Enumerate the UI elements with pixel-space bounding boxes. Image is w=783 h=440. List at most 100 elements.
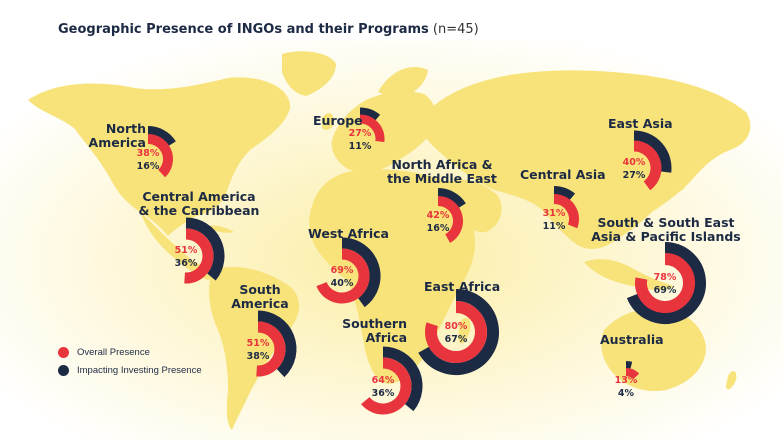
label-southern-africa-line1: Southern (342, 316, 407, 331)
label-central-asia: Central Asia (520, 168, 606, 182)
label-australia: Australia (600, 333, 664, 347)
legend-swatch-overall (58, 346, 69, 358)
label-southern-africa: Southern Africa (342, 317, 407, 345)
label-south-america-line1: South (239, 282, 281, 297)
impact-arc-west-africa (341, 237, 381, 308)
impact-value-southern-africa: 36% (372, 388, 395, 399)
overall-value-australia: 13% (615, 375, 638, 386)
greenland-landmass (282, 51, 336, 96)
asia-landmass (420, 70, 751, 249)
overall-arc-north-america (147, 134, 173, 178)
overall-arc-central-asia (553, 194, 579, 229)
impact-arc-central-asia (553, 186, 576, 202)
impact-value-australia: 4% (618, 388, 635, 399)
south-america-landmass (209, 266, 300, 430)
impact-value-south-america: 38% (247, 351, 270, 362)
impact-arc-east-asia (633, 130, 672, 173)
label-east-africa-line1: East Africa (424, 279, 501, 294)
overall-value-north-america: 38% (137, 148, 160, 159)
label-europe: Europe (313, 114, 363, 128)
impact-arc-australia (625, 361, 633, 370)
label-southern-africa-line2: Africa (365, 330, 407, 345)
label-central-america: Central America & the Carribbean (130, 190, 268, 218)
overall-value-east-africa: 80% (445, 321, 468, 332)
label-north-africa: North Africa & the Middle East (382, 158, 502, 186)
impact-value-east-africa: 67% (445, 334, 468, 345)
radial-chart-central-asia: 31%11% (543, 186, 579, 232)
overall-value-east-asia: 40% (623, 157, 646, 168)
label-south-asia: South & South East Asia & Pacific Island… (588, 216, 744, 244)
chart-title: Geographic Presence of INGOs and their P… (58, 22, 479, 37)
overall-arc-east-africa (425, 301, 487, 363)
overall-arc-east-asia (633, 140, 662, 191)
overall-arc-west-africa (316, 248, 370, 304)
impact-value-south-asia: 69% (654, 285, 677, 296)
radial-chart-south-asia: 78%69% (626, 242, 706, 324)
label-central-asia-line1: Central Asia (520, 167, 606, 182)
label-central-america-line1: Central America (142, 189, 256, 204)
label-south-america: South America (230, 283, 290, 311)
radial-chart-west-africa: 69%40% (316, 237, 381, 308)
label-south-asia-line2: Asia & Pacific Islands (591, 229, 741, 244)
impact-value-west-africa: 40% (331, 278, 354, 289)
impact-arc-southern-africa (382, 346, 423, 412)
radial-chart-australia: 13%4% (615, 361, 640, 399)
legend-label-overall: Overall Presence (77, 346, 150, 358)
caribbean-islands (206, 225, 234, 233)
label-europe-line1: Europe (313, 113, 363, 128)
chart-title-main: Geographic Presence of INGOs and their P… (58, 22, 429, 37)
overall-value-north-africa: 42% (427, 210, 450, 221)
overall-value-southern-africa: 64% (372, 375, 395, 386)
japan-landmass (674, 163, 691, 192)
impact-arc-europe (359, 107, 381, 122)
overall-value-south-asia: 78% (654, 272, 677, 283)
impact-arc-south-america (257, 310, 297, 378)
legend-label-impact: Impacting Investing Presence (77, 364, 202, 376)
radial-chart-southern-africa: 64%36% (361, 346, 423, 415)
legend-swatch-impact (58, 364, 69, 376)
north-america-landmass (28, 77, 291, 236)
label-east-asia: East Asia (608, 117, 673, 131)
europe-landmass (331, 91, 437, 172)
impact-arc-east-africa (418, 289, 499, 375)
radial-chart-east-africa: 80%67% (418, 289, 499, 375)
madagascar-landmass (458, 317, 471, 344)
label-north-africa-line1: North Africa & (391, 157, 493, 172)
central-america-landmass (140, 212, 212, 280)
impact-value-central-asia: 11% (543, 221, 566, 232)
overall-value-west-africa: 69% (331, 265, 354, 276)
southeast-asia-islands (584, 259, 674, 290)
legend: Overall Presence Impacting Investing Pre… (58, 343, 202, 379)
impact-value-central-america: 36% (175, 258, 198, 269)
label-east-africa: East Africa (424, 280, 500, 294)
label-australia-line1: Australia (600, 332, 664, 347)
overall-arc-south-asia (635, 253, 695, 313)
impact-value-north-africa: 16% (427, 223, 450, 234)
chart-title-sample-size: (n=45) (432, 22, 479, 37)
impact-value-europe: 11% (349, 141, 372, 152)
impact-arc-north-america (147, 126, 176, 147)
overall-arc-north-africa (437, 196, 463, 243)
label-central-america-line2: & the Carribbean (138, 203, 260, 218)
overall-value-south-america: 51% (247, 338, 270, 349)
label-north-africa-line2: the Middle East (387, 171, 497, 186)
overall-arc-central-america (184, 228, 214, 284)
overall-arc-europe (359, 114, 385, 143)
overall-arc-southern-africa (361, 357, 412, 415)
impact-value-east-asia: 27% (623, 170, 646, 181)
overall-value-central-america: 51% (175, 245, 198, 256)
radial-chart-north-africa: 42%16% (427, 188, 466, 243)
impact-arc-north-africa (437, 188, 466, 209)
label-west-africa-line1: West Africa (308, 226, 389, 241)
label-west-africa: West Africa (308, 227, 389, 241)
legend-item-impact: Impacting Investing Presence (58, 361, 202, 379)
radial-chart-east-asia: 40%27% (623, 130, 672, 191)
overall-value-central-asia: 31% (543, 208, 566, 219)
impact-arc-central-america (185, 217, 225, 281)
label-east-asia-line1: East Asia (608, 116, 673, 131)
label-north-america-line2: America (88, 135, 146, 150)
label-north-america-line1: North (105, 121, 146, 136)
label-south-asia-line1: South & South East (597, 215, 735, 230)
